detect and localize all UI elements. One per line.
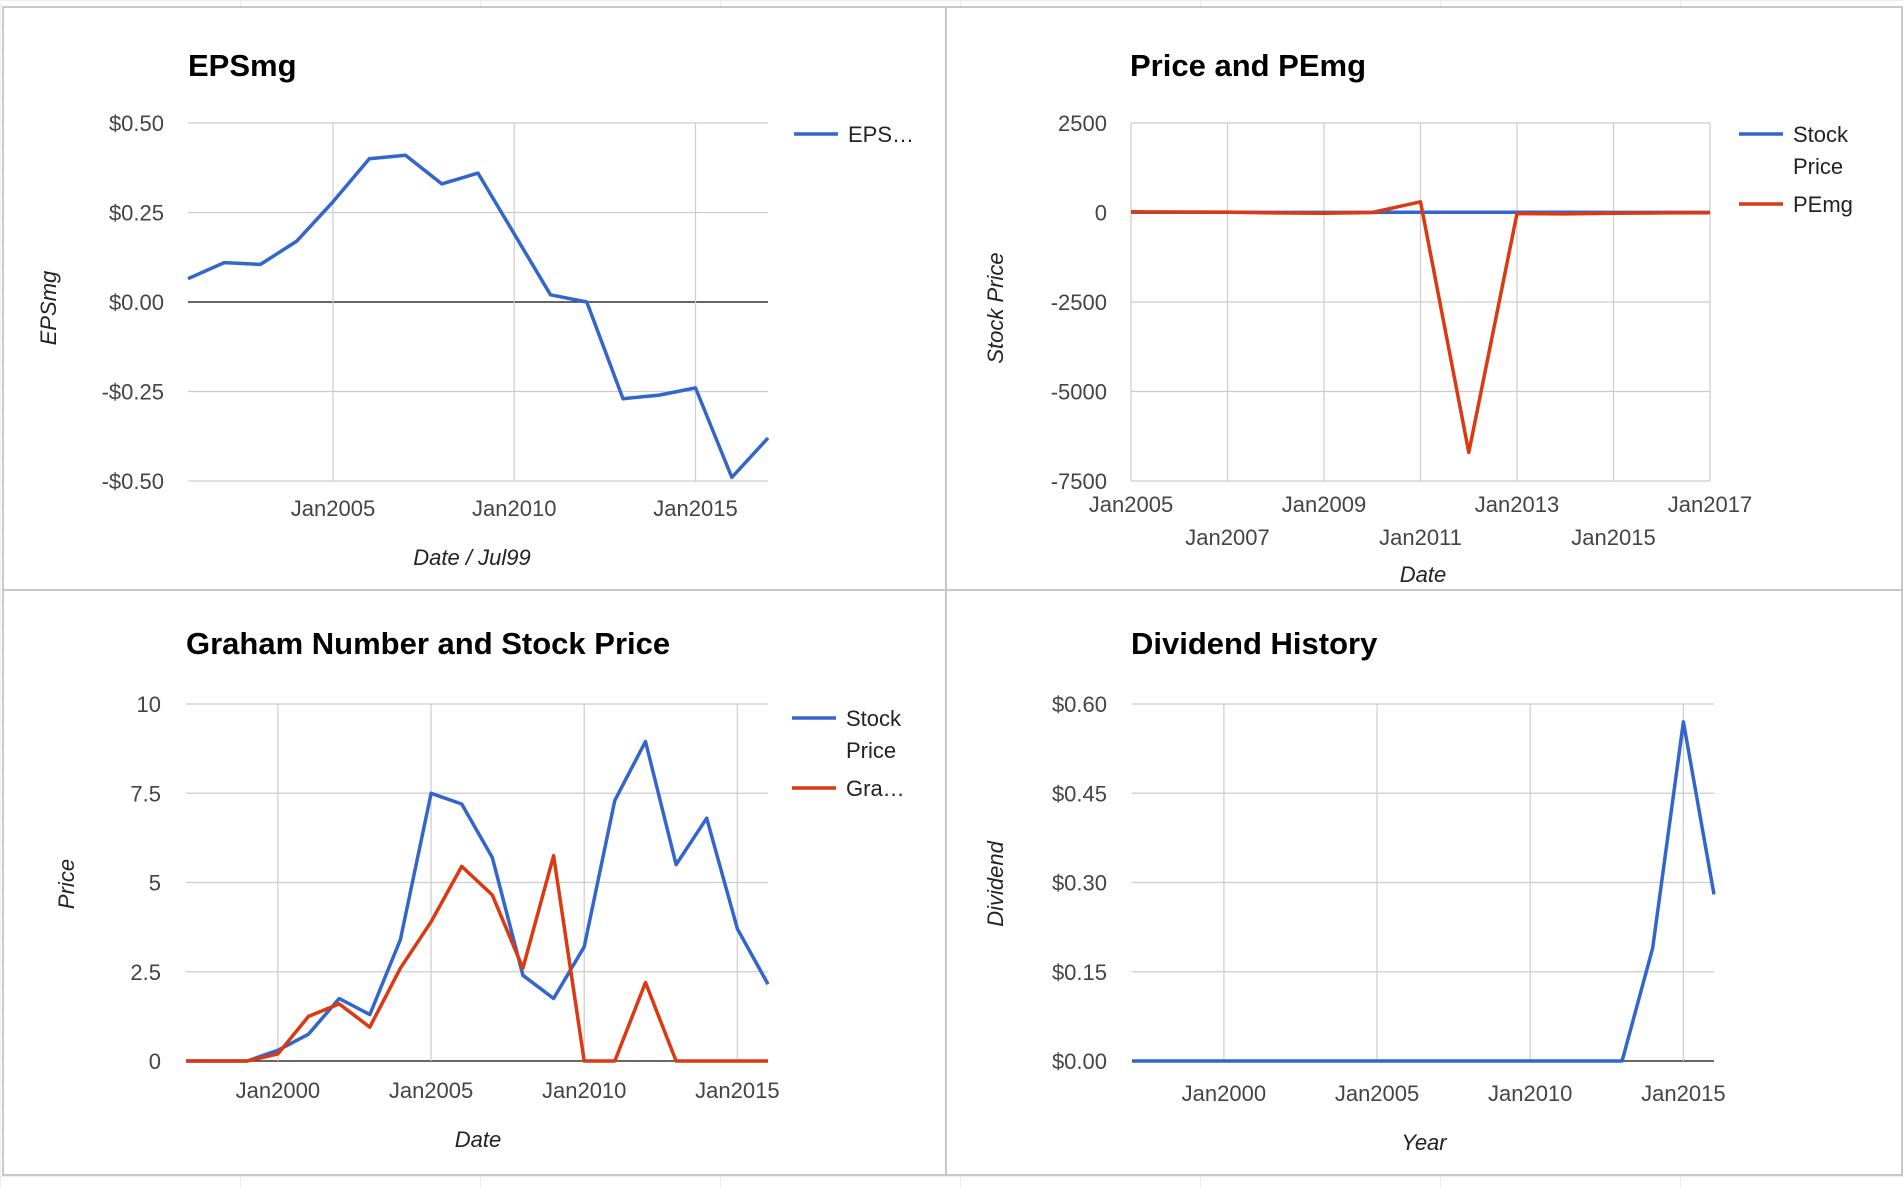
series-line — [1130, 200, 1711, 455]
x-tick-label: Jan2011 — [1379, 525, 1462, 550]
y-tick-label: 2500 — [1058, 111, 1107, 136]
x-tick-label: Jan2010 — [542, 1078, 626, 1103]
legend-label: Stock — [1793, 122, 1849, 147]
y-tick-label: $0.45 — [1052, 781, 1107, 806]
x-tick-label: Jan2005 — [389, 1078, 473, 1103]
series-line — [187, 153, 770, 480]
x-axis-title: Year — [1401, 1130, 1448, 1155]
x-tick-label: Jan2007 — [1185, 525, 1269, 550]
chart-panel-epsmg[interactable]: EPSmg $0.50 $0.25 $0.00 -$0.25 -$0.50 Jan200… — [2, 6, 947, 591]
x-tick-label: Jan2010 — [1488, 1081, 1572, 1106]
y-tick-label: 7.5 — [130, 781, 161, 806]
x-axis-title: Date — [455, 1127, 501, 1152]
chart-panel-graham-number[interactable]: Graham Number and Stock Price 10 7.5 5 2.5 0… — [2, 589, 947, 1176]
chart-title: Dividend History — [1131, 626, 1378, 661]
y-tick-label: $0.50 — [109, 111, 164, 136]
x-tick-label: Jan2005 — [1089, 492, 1173, 517]
x-tick-label: Jan2005 — [291, 496, 375, 521]
y-tick-label: 0 — [149, 1049, 161, 1074]
chart-panel-dividend-history[interactable]: Dividend History $0.60 $0.45 $0.30 $0.15 $0.… — [945, 589, 1903, 1176]
chart-title: Price and PEmg — [1130, 48, 1366, 83]
legend-label: Price — [1793, 154, 1843, 179]
x-axis-title: Date — [1400, 562, 1446, 587]
dividend-history-chart: Dividend History $0.60 $0.45 $0.30 $0.15 $0.… — [983, 626, 1726, 1155]
y-tick-label: -7500 — [1051, 469, 1107, 494]
y-axis-title: Dividend — [983, 840, 1008, 926]
y-tick-label: 2.5 — [130, 960, 161, 985]
x-tick-label: Jan2013 — [1475, 492, 1559, 517]
x-tick-label: Jan2015 — [1571, 525, 1655, 550]
y-axis-title: Stock Price — [983, 252, 1008, 363]
chart-panel-price-pemg[interactable]: Price and PEmg 2500 0 -2500 -5000 -7500 Jan2… — [945, 6, 1903, 591]
legend-label: Stock — [846, 706, 902, 731]
x-tick-label: Jan2010 — [472, 496, 556, 521]
y-tick-label: $0.00 — [109, 290, 164, 315]
chart-title: Graham Number and Stock Price — [186, 626, 670, 661]
legend-label: EPS… — [848, 122, 914, 147]
x-tick-label: Jan2017 — [1668, 492, 1752, 517]
series-line — [186, 853, 768, 1063]
x-tick-label: Jan2015 — [1641, 1081, 1725, 1106]
x-tick-label: Jan2009 — [1282, 492, 1366, 517]
y-tick-label: -$0.25 — [102, 380, 164, 405]
y-tick-label: 10 — [137, 692, 161, 717]
y-axis-title: Price — [54, 859, 79, 909]
x-tick-label: Jan2015 — [653, 496, 737, 521]
x-tick-label: Jan2015 — [695, 1078, 779, 1103]
x-axis-title: Date / Jul99 — [413, 545, 530, 570]
x-tick-label: Jan2000 — [236, 1078, 320, 1103]
y-tick-label: $0.00 — [1052, 1049, 1107, 1074]
y-tick-label: 0 — [1095, 201, 1107, 226]
epsmg-chart: EPSmg $0.50 $0.25 $0.00 -$0.25 -$0.50 Jan200… — [36, 48, 914, 570]
y-tick-label: -$0.50 — [102, 469, 164, 494]
series-line — [1132, 720, 1716, 1063]
series-line — [186, 739, 770, 1063]
graham-number-chart: Graham Number and Stock Price 10 7.5 5 2.5 0… — [54, 626, 905, 1152]
x-tick-label: Jan2005 — [1335, 1081, 1419, 1106]
y-tick-label: $0.25 — [109, 201, 164, 226]
legend-label: PEmg — [1793, 192, 1853, 217]
y-tick-label: $0.30 — [1052, 871, 1107, 896]
legend-label: Price — [846, 738, 896, 763]
x-tick-label: Jan2000 — [1182, 1081, 1266, 1106]
y-tick-label: $0.15 — [1052, 960, 1107, 985]
y-tick-label: 5 — [149, 871, 161, 896]
y-axis-title: EPSmg — [36, 270, 61, 345]
legend-label: Gra… — [846, 776, 905, 801]
chart-title: EPSmg — [188, 48, 297, 83]
y-tick-label: -2500 — [1051, 290, 1107, 315]
y-tick-label: -5000 — [1051, 380, 1107, 405]
price-pemg-chart: Price and PEmg 2500 0 -2500 -5000 -7500 Jan2… — [983, 48, 1853, 587]
y-tick-label: $0.60 — [1052, 692, 1107, 717]
